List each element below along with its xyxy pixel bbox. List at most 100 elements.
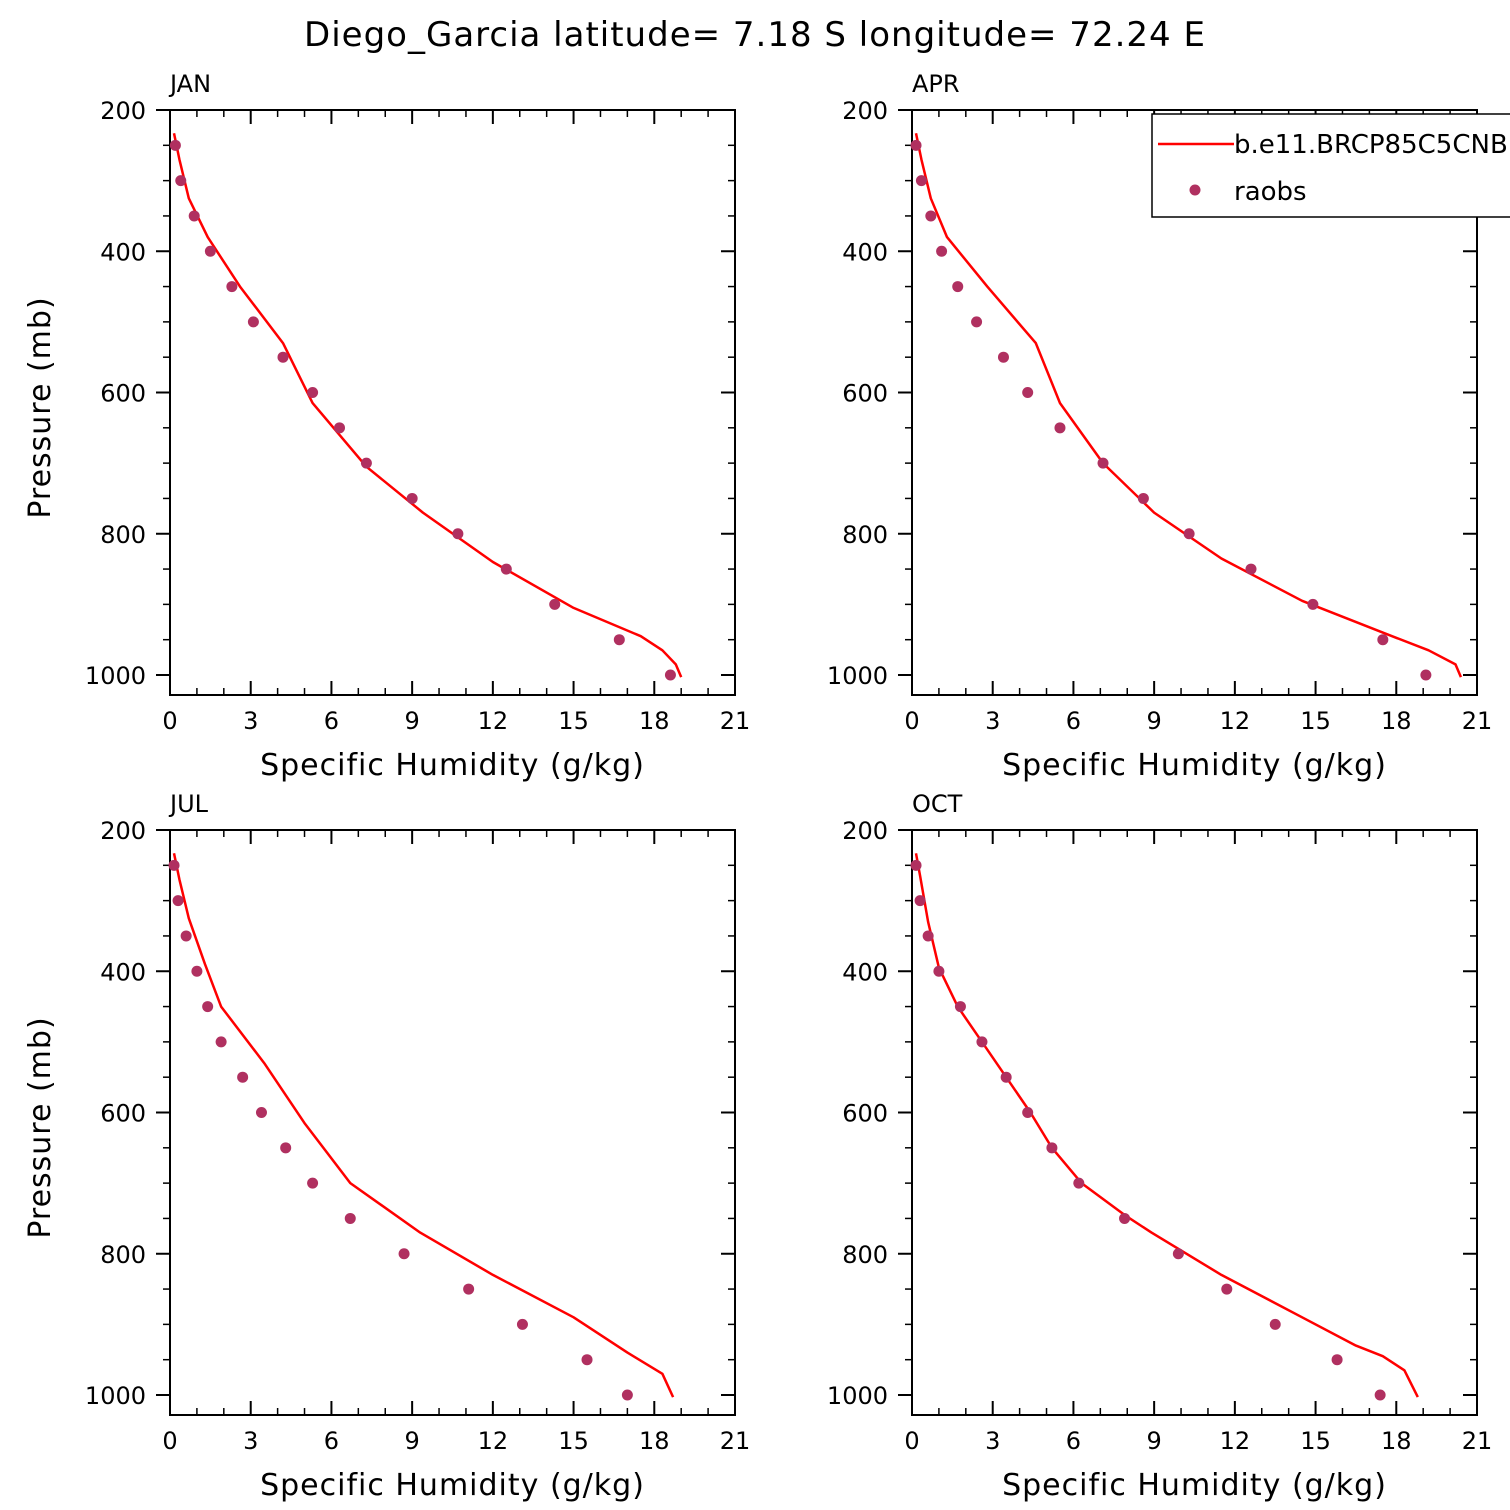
x-axis-label: Specific Humidity (g/kg) [1002, 748, 1387, 783]
y-tick-label: 1000 [85, 1382, 146, 1410]
legend-obs-marker [1189, 184, 1201, 196]
raobs-point [664, 669, 676, 681]
y-tick-label: 200 [100, 817, 146, 845]
raobs-point [334, 422, 345, 434]
y-tick-label: 800 [100, 1241, 146, 1269]
raobs-point [914, 895, 926, 907]
y-tick-label: 400 [100, 958, 146, 986]
raobs-point [925, 210, 937, 222]
model-series-line [172, 133, 683, 678]
raobs-point [1097, 457, 1109, 469]
x-axis-label: Specific Humidity (g/kg) [260, 1468, 645, 1503]
y-tick-label: 400 [842, 958, 888, 986]
x-tick-label: 3 [243, 707, 258, 735]
x-axis-label: Specific Humidity (g/kg) [260, 748, 645, 783]
y-tick-label: 400 [842, 238, 888, 266]
y-tick-label: 200 [842, 817, 888, 845]
raobs-point [933, 965, 945, 977]
y-tick-label: 600 [842, 1100, 888, 1128]
raobs-point [344, 1212, 356, 1224]
raobs-point [1183, 528, 1195, 540]
x-tick-label: 18 [1381, 707, 1412, 735]
x-tick-label: 12 [1220, 707, 1251, 735]
x-tick-label: 6 [324, 707, 339, 735]
y-tick-label: 800 [842, 521, 888, 549]
raobs-point [1331, 1354, 1343, 1366]
y-tick-label: 1000 [827, 1382, 888, 1410]
raobs-point [307, 1177, 319, 1189]
raobs-point [1022, 387, 1034, 398]
raobs-point [406, 492, 418, 504]
model-series-line [172, 853, 675, 1398]
raobs-point [169, 139, 181, 151]
panel-label: JAN [168, 70, 211, 98]
y-tick-label: 600 [100, 380, 146, 408]
x-tick-label: 6 [1066, 707, 1081, 735]
raobs-point [1377, 634, 1389, 646]
raobs-point [1000, 1071, 1012, 1083]
model-series-line [914, 853, 1419, 1398]
raobs-point [1022, 1107, 1034, 1118]
raobs-point [621, 1389, 633, 1401]
y-axis-label: Pressure (mb) [23, 296, 58, 518]
plot-frame [169, 829, 736, 1416]
raobs-point [952, 281, 964, 293]
legend-obs-label: raobs [1234, 177, 1307, 207]
y-tick-label: 800 [842, 1241, 888, 1269]
raobs-point [215, 1036, 227, 1048]
figure-title: Diego_Garcia latitude= 7.18 S longitude=… [304, 15, 1206, 55]
y-tick-label: 200 [842, 97, 888, 125]
x-tick-label: 6 [1066, 1427, 1081, 1455]
plot-frame [911, 109, 1478, 696]
raobs-point [188, 210, 200, 222]
raobs-point [307, 387, 319, 398]
x-tick-label: 9 [1147, 1427, 1162, 1455]
panel-apr: 0 3 6 9 12 15 18 21 200 400 600 800 1000 APR Specific … [827, 70, 1492, 783]
panel-oct: 0 3 6 9 12 15 18 21 200 400 600 800 1000 OCT Specific … [827, 790, 1492, 1503]
raobs-point [168, 859, 180, 871]
raobs-point [971, 316, 983, 328]
raobs-point [226, 281, 238, 293]
plot-frame [169, 109, 736, 696]
y-tick-label: 400 [100, 238, 146, 266]
raobs-point [1046, 1142, 1058, 1154]
raobs-point [247, 316, 259, 328]
raobs-point [1374, 1389, 1386, 1401]
x-tick-label: 0 [162, 1427, 177, 1455]
raobs-point [175, 175, 187, 187]
x-tick-label: 0 [904, 1427, 919, 1455]
raobs-point [976, 1036, 988, 1048]
x-tick-label: 15 [1300, 1427, 1331, 1455]
raobs-point [202, 1001, 214, 1013]
x-tick-label: 3 [243, 1427, 258, 1455]
raobs-point [922, 930, 934, 942]
raobs-point [1245, 563, 1257, 575]
raobs-point [1073, 1177, 1085, 1189]
raobs-point [1307, 598, 1319, 610]
raobs-point [1054, 422, 1066, 434]
raobs-point [915, 175, 927, 187]
raobs-point [910, 139, 922, 151]
x-tick-label: 3 [985, 707, 1000, 735]
raobs-point [997, 351, 1009, 363]
panel-jul: 0 3 6 9 12 15 18 21 200 400 600 800 1000 JUL Specific … [23, 790, 750, 1503]
panel-jan: 0 3 6 9 12 15 18 21 200 400 600 800 1000 JAN Specific … [23, 70, 750, 783]
raobs-point [613, 634, 625, 646]
raobs-point [463, 1283, 475, 1295]
raobs-point [516, 1318, 528, 1330]
x-tick-label: 15 [558, 707, 589, 735]
raobs-point [360, 457, 372, 469]
x-tick-label: 18 [1381, 1427, 1412, 1455]
x-tick-label: 0 [904, 707, 919, 735]
x-tick-label: 0 [162, 707, 177, 735]
raobs-point [172, 895, 184, 907]
y-tick-label: 1000 [827, 662, 888, 690]
legend-model-label: b.e11.BRCP85C5CNBDRD [1234, 130, 1510, 160]
raobs-point [398, 1248, 410, 1260]
y-tick-label: 1000 [85, 662, 146, 690]
x-tick-label: 12 [478, 1427, 509, 1455]
y-tick-label: 800 [100, 521, 146, 549]
raobs-point [280, 1142, 292, 1154]
x-tick-label: 21 [720, 1427, 751, 1455]
